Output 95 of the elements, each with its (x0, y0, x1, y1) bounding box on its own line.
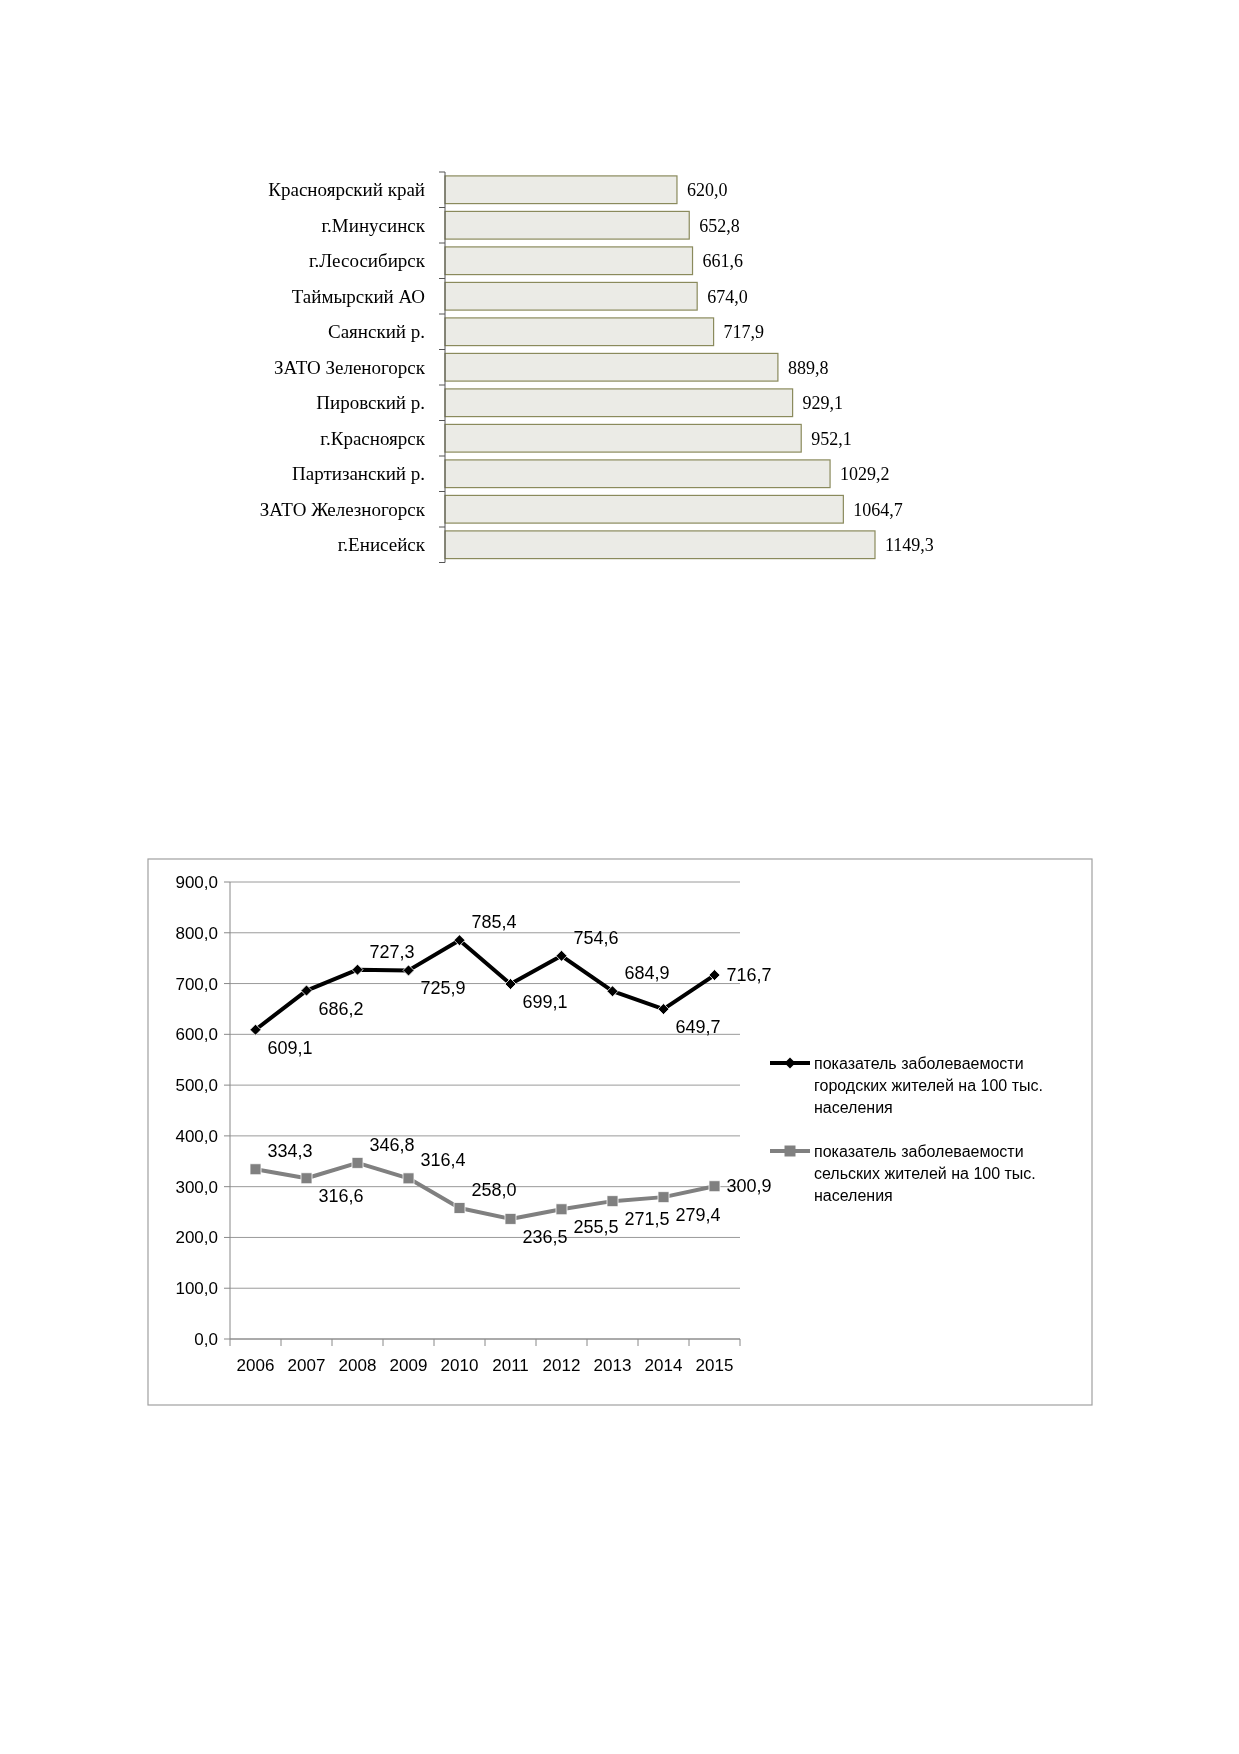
y-tick-label: 900,0 (175, 872, 218, 892)
y-tick-label: 600,0 (175, 1025, 218, 1045)
bar (444, 175, 678, 205)
data-label: 684,9 (624, 963, 670, 984)
legend-label: показатель заболеваемости сельских жителей на 100 тыс. населения (814, 1142, 1036, 1205)
data-label: 649,7 (675, 1017, 721, 1038)
data-label: 609,1 (267, 1037, 313, 1058)
point (606, 1195, 619, 1208)
data-label: 929,1 (802, 393, 844, 414)
bar (444, 530, 876, 560)
point (351, 1157, 364, 1169)
data-label: 346,8 (369, 1134, 415, 1155)
y-tick-label: ЗАТО Зеленогорск (274, 356, 426, 378)
point (555, 949, 568, 962)
data-label: 716,7 (726, 965, 772, 986)
y-tick-label: г.Минусинск (321, 214, 426, 236)
x-tick-label: 2012 (542, 1356, 581, 1375)
x-tick-label: 2011 (492, 1356, 529, 1375)
y-tick-label: 400,0 (175, 1126, 218, 1146)
data-label: 686,2 (318, 998, 364, 1019)
point (249, 1163, 262, 1176)
x-tick-label: 2007 (287, 1356, 326, 1375)
data-label: 271,5 (624, 1209, 670, 1230)
y-tick-label: Партизанский р. (292, 463, 425, 485)
data-label: 725,9 (420, 978, 466, 999)
y-tick-label: г.Лесосибирск (308, 250, 426, 272)
point (657, 1003, 670, 1015)
bar (444, 210, 690, 240)
y-tick-label: ЗАТО Железногорск (259, 498, 426, 520)
data-label: 952,1 (811, 428, 852, 449)
point (453, 934, 466, 947)
y-tick-label: Пировский р. (316, 392, 425, 414)
point (402, 1172, 415, 1185)
data-label: 300,9 (726, 1176, 772, 1197)
legend-label: показатель заболеваемости городских жителей на 100 тыс. населения (814, 1054, 1043, 1117)
y-tick-label: 800,0 (175, 923, 218, 943)
y-tick-label: 200,0 (175, 1228, 218, 1248)
point (453, 1202, 466, 1214)
point (555, 1203, 568, 1216)
point (504, 1213, 517, 1225)
point (300, 984, 313, 997)
point (504, 978, 517, 990)
data-label: 661,6 (702, 251, 744, 272)
point (300, 1172, 313, 1185)
data-label: 236,5 (522, 1226, 568, 1247)
data-label: 674,0 (707, 286, 748, 307)
point (708, 969, 721, 981)
data-label: 1029,2 (840, 464, 890, 485)
y-tick-label: Саянский р. (327, 321, 425, 343)
point (351, 963, 364, 976)
bar (444, 281, 698, 311)
bar (444, 423, 802, 453)
y-tick-label: 500,0 (175, 1076, 218, 1096)
y-tick-label: Таймырский АО (291, 285, 425, 307)
y-tick-label: 0,0 (194, 1329, 218, 1349)
x-tick-label: 2013 (593, 1356, 632, 1375)
data-label: 334,3 (267, 1141, 313, 1162)
point (657, 1191, 670, 1204)
y-tick-label: 100,0 (175, 1279, 218, 1299)
y-tick-label: 300,0 (175, 1177, 218, 1197)
bar (444, 352, 779, 382)
x-tick-label: 2010 (440, 1356, 479, 1375)
data-label: 699,1 (522, 992, 568, 1013)
x-tick-label: 2006 (236, 1356, 275, 1375)
data-label: 1149,3 (885, 535, 934, 556)
x-tick-label: 2014 (644, 1356, 683, 1375)
data-label: 316,4 (420, 1150, 466, 1171)
point (606, 985, 619, 998)
data-label: 652,8 (699, 215, 740, 236)
data-label: 255,5 (573, 1217, 619, 1238)
data-label: 717,9 (723, 322, 765, 343)
bar (444, 317, 715, 347)
y-tick-label: г.Енисейск (337, 534, 426, 556)
data-label: 258,0 (471, 1179, 517, 1200)
data-label: 1064,7 (853, 499, 903, 520)
bar (444, 494, 844, 524)
data-label: 727,3 (369, 941, 415, 962)
data-label: 754,6 (573, 927, 619, 948)
y-tick-label: г.Красноярск (320, 427, 426, 449)
point (402, 964, 415, 977)
x-tick-label: 2009 (389, 1356, 428, 1375)
data-label: 620,0 (686, 180, 728, 201)
data-label: 279,4 (675, 1205, 721, 1226)
point (249, 1023, 262, 1036)
bar (444, 246, 694, 276)
bar (444, 388, 794, 418)
point (708, 1180, 721, 1193)
y-tick-label: 700,0 (175, 974, 218, 994)
data-label: 316,6 (318, 1186, 364, 1207)
x-tick-label: 2015 (695, 1356, 734, 1375)
data-label: 785,4 (471, 912, 517, 933)
y-tick-label: Красноярский край (268, 179, 425, 201)
x-tick-label: 2008 (338, 1356, 377, 1375)
data-label: 889,8 (787, 357, 829, 378)
bar (444, 459, 831, 489)
